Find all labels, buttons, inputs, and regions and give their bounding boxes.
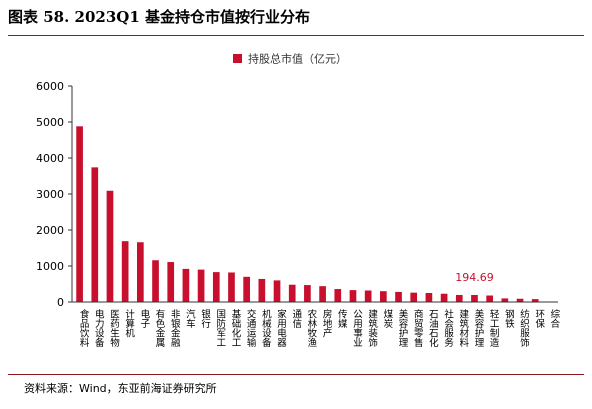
- x-tick-label: 煤炭: [381, 308, 393, 329]
- x-axis: 食品饮料 电力设备 医药生物 计算机 电子 有色金属 非银金融 汽车 银行 国防军工 基础化工 交通运…: [72, 301, 560, 348]
- y-tick-label: 4000: [36, 152, 64, 165]
- bars: [76, 126, 554, 302]
- bar: [288, 284, 296, 302]
- bar: [197, 269, 205, 302]
- x-tick-label: 轻工制造: [488, 308, 500, 348]
- bar-chart: 持股总市值（亿元） 0 1000 2000 3000 4000 5000 6000 食品饮料…: [36, 52, 560, 348]
- x-tick-label: 公用事业: [351, 309, 363, 347]
- y-tick-label: 5000: [36, 116, 64, 129]
- bar: [471, 294, 478, 302]
- x-tick-label: 纺织服饰: [518, 308, 530, 348]
- bar: [486, 295, 493, 302]
- x-tick-label: 汽车: [184, 308, 196, 329]
- bar: [516, 298, 524, 302]
- bar: [91, 167, 99, 302]
- x-tick-label: 医药生物: [108, 309, 120, 348]
- bar: [455, 294, 463, 302]
- y-tick-label: 2000: [36, 224, 64, 237]
- bar: [273, 280, 281, 302]
- x-tick-label: 美容护理: [472, 308, 484, 347]
- bar: [334, 289, 342, 302]
- y-tick-label: 3000: [36, 188, 64, 201]
- x-tick-label: 商贸零售: [412, 308, 424, 348]
- x-tick-label: 基础化工: [229, 308, 241, 347]
- x-tick-label: 环保: [533, 309, 545, 329]
- bar: [531, 299, 539, 302]
- x-tick-label: 通信: [290, 309, 302, 329]
- x-tick-label: 电力设备: [93, 308, 105, 348]
- x-tick-label: 非银金融: [169, 308, 181, 348]
- bar: [501, 298, 509, 302]
- y-tick-label: 1000: [36, 260, 64, 273]
- bar: [106, 190, 114, 302]
- x-tick-label: 计算机: [123, 308, 135, 338]
- x-tick-label: 传媒: [336, 308, 348, 329]
- bar: [395, 291, 402, 302]
- bar: [182, 268, 190, 302]
- x-tick-label: 银行: [199, 308, 211, 329]
- bar: [152, 260, 159, 302]
- title-divider: [8, 35, 584, 36]
- y-tick-label: 0: [57, 296, 64, 309]
- x-tick-label: 石油石化: [427, 309, 439, 348]
- bar: [425, 293, 433, 302]
- x-tick-label: 综合: [548, 308, 560, 329]
- x-tick-label: 钢铁: [503, 308, 515, 329]
- legend-swatch: [233, 54, 242, 63]
- source-note: 资料来源：Wind，东亚前海证券研究所: [24, 382, 217, 395]
- bar: [121, 241, 129, 302]
- x-tick-label: 交通运输: [245, 308, 257, 348]
- data-label: 194.69: [455, 271, 494, 284]
- bar: [319, 286, 326, 302]
- y-axis: 0 1000 2000 3000 4000 5000 6000: [36, 80, 73, 309]
- chart-title: 图表 58. 2023Q1 基金持仓市值按行业分布: [8, 8, 311, 26]
- bar: [304, 285, 311, 302]
- x-tick-label: 农林牧渔: [305, 308, 317, 347]
- source-divider: [8, 374, 584, 375]
- y-tick-label: 6000: [36, 80, 64, 93]
- x-tick-label: 机械设备: [260, 308, 272, 348]
- bar: [380, 291, 387, 302]
- bar: [258, 278, 266, 302]
- x-tick-label: 家用电器: [275, 308, 287, 347]
- bar: [349, 290, 357, 302]
- x-tick-label: 房地产: [321, 308, 333, 338]
- bar: [228, 272, 235, 302]
- bar: [364, 290, 372, 302]
- legend-label: 持股总市值（亿元）: [248, 52, 347, 66]
- bar: [243, 276, 250, 302]
- x-tick-label: 食品饮料: [78, 308, 90, 348]
- x-tick-label: 有色金属: [154, 308, 166, 348]
- bar: [410, 292, 418, 302]
- bar: [137, 242, 144, 302]
- chart-legend: 持股总市值（亿元）: [233, 52, 347, 66]
- bar: [167, 262, 175, 302]
- bar: [212, 272, 220, 302]
- bar: [440, 293, 448, 302]
- x-tick-label: 电子: [138, 308, 150, 328]
- x-tick-label: 美容护理: [397, 308, 409, 347]
- x-tick-label: 社会服务: [442, 308, 454, 348]
- x-tick-label: 国防军工: [214, 309, 226, 347]
- x-tick-label: 建筑装饰: [366, 308, 378, 348]
- x-tick-label: 建筑材料: [457, 308, 469, 348]
- bar: [76, 126, 83, 302]
- data-labels: 194.69: [455, 271, 494, 284]
